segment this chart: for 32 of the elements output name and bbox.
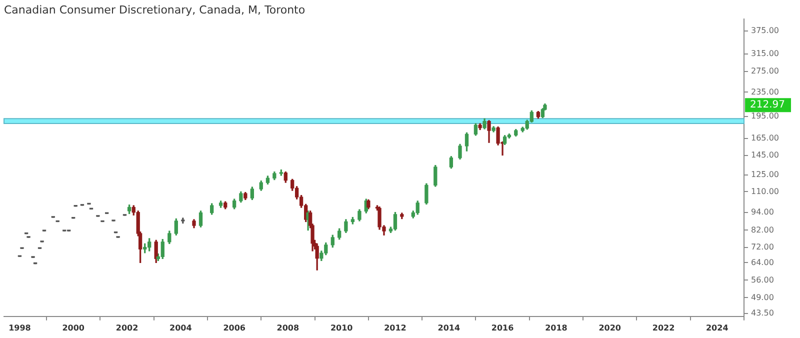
chart-title: Canadian Consumer Discretionary, Canada, M, Toronto bbox=[4, 3, 306, 16]
y-tick-label: 94.00 bbox=[751, 207, 774, 216]
text: 212.97 bbox=[750, 100, 785, 111]
y-tick-label: 43.50 bbox=[751, 308, 774, 318]
y-tick-label: 235.00 bbox=[751, 87, 779, 96]
x-tick-label: 2020 bbox=[598, 323, 622, 332]
y-tick-label: 82.00 bbox=[751, 225, 774, 234]
y-tick-label: 56.00 bbox=[751, 275, 774, 284]
x-tick-label: 2022 bbox=[652, 323, 675, 332]
x-tick-label: 2008 bbox=[276, 323, 300, 332]
x-tick-label: 2016 bbox=[491, 323, 514, 332]
x-tick-label: 2014 bbox=[438, 323, 460, 332]
y-tick-label: 145.00 bbox=[751, 150, 779, 160]
y-tick-label: 165.00 bbox=[751, 134, 779, 143]
y-tick-label: 64.00 bbox=[751, 258, 774, 267]
x-tick-label: 2012 bbox=[384, 323, 406, 332]
y-tick-label: 275.00 bbox=[751, 66, 779, 76]
y-tick-label: 72.00 bbox=[751, 242, 774, 252]
x-tick-label: 2024 bbox=[706, 323, 729, 332]
y-tick-label: 125.00 bbox=[751, 170, 779, 180]
y-tick-label: 110.00 bbox=[751, 186, 779, 196]
y-tick-label: 375.00 bbox=[751, 26, 779, 35]
y-tick-label: 195.00 bbox=[751, 112, 779, 121]
x-tick-label: 2002 bbox=[116, 323, 138, 332]
x-tick-label: 2000 bbox=[62, 323, 85, 332]
x-tick-label: 2018 bbox=[545, 323, 568, 332]
x-tick-label: 2004 bbox=[169, 323, 192, 332]
y-tick-label: 315.00 bbox=[751, 48, 779, 58]
x-tick-label: 2010 bbox=[330, 323, 354, 332]
y-tick-label: 49.00 bbox=[751, 292, 774, 302]
x-tick-label: 1998 bbox=[8, 323, 32, 332]
x-tick-label: 2006 bbox=[223, 323, 246, 332]
